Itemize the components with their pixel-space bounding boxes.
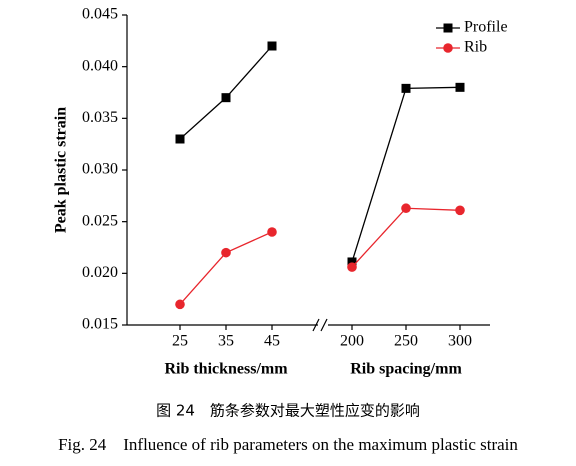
x-tick-label: 25 (172, 333, 188, 350)
y-tick-label: 0.040 (82, 57, 118, 74)
legend-label: Profile (464, 19, 508, 36)
x-axis-label: Rib spacing/mm (350, 361, 462, 378)
caption-zh: 图 24 筋条参数对最大塑性应变的影响 (156, 402, 420, 420)
y-tick-label: 0.045 (82, 6, 118, 23)
marker (443, 23, 453, 33)
marker (347, 262, 357, 272)
axis-break (312, 318, 320, 332)
marker (401, 83, 411, 93)
y-tick-label: 0.035 (82, 109, 118, 126)
marker (221, 93, 231, 103)
marker (443, 43, 453, 53)
axis-break (320, 318, 328, 332)
x-tick-label: 300 (448, 333, 472, 350)
legend-label: Rib (464, 39, 487, 56)
x-axis-label: Rib thickness/mm (164, 361, 288, 378)
marker (267, 227, 277, 237)
series-line (179, 231, 273, 305)
x-tick-label: 35 (218, 333, 234, 350)
y-tick-label: 0.030 (82, 161, 118, 178)
series-line (351, 207, 461, 268)
marker (455, 82, 465, 92)
marker (175, 134, 185, 144)
x-tick-label: 200 (340, 333, 364, 350)
x-tick-label: 45 (264, 333, 280, 350)
marker (401, 203, 411, 214)
y-axis-label: Peak plastic strain (53, 107, 70, 233)
series-line (179, 45, 273, 140)
marker (455, 205, 465, 216)
y-tick-label: 0.015 (82, 316, 118, 333)
x-tick-label: 250 (394, 333, 418, 350)
y-tick-label: 0.025 (82, 212, 118, 229)
marker (221, 247, 231, 258)
series-line (351, 86, 461, 263)
marker (347, 257, 357, 267)
caption-en: Fig. 24 Influence of rib parameters on t… (58, 435, 518, 454)
marker (267, 41, 277, 51)
marker (175, 299, 185, 310)
y-tick-label: 0.020 (82, 264, 118, 281)
